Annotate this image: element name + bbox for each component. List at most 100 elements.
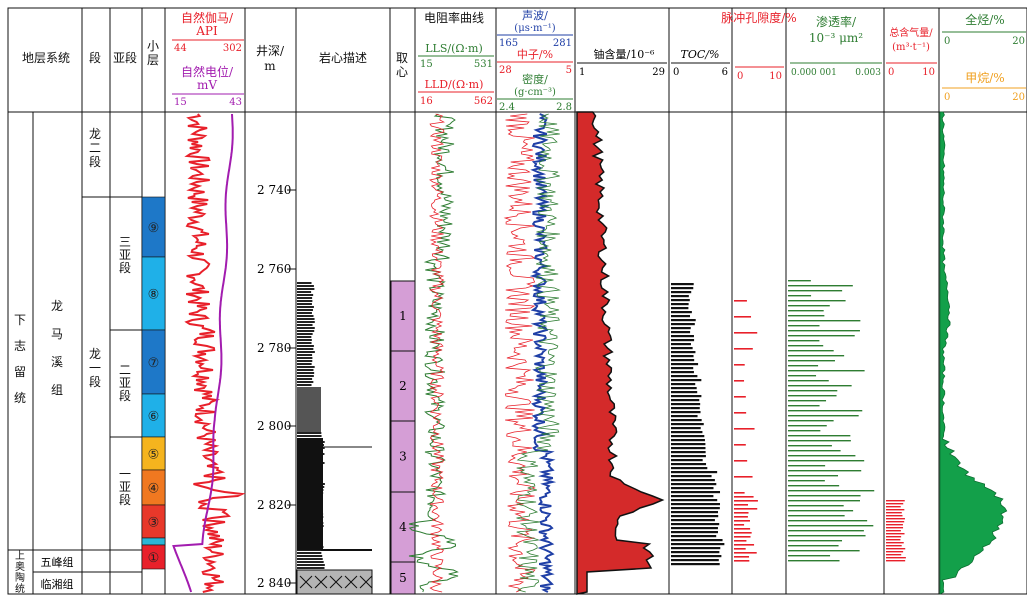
toc-bar [671, 311, 692, 314]
header-xiaoceng-char: 小 [147, 39, 159, 53]
permeability-bar [788, 545, 839, 547]
toc-bar [671, 303, 689, 306]
gas-max: 10 [922, 67, 935, 78]
permeability-bar [788, 385, 852, 387]
toc-bar [671, 459, 703, 462]
gr-sp-track [172, 113, 246, 593]
porosity-bar [734, 556, 750, 558]
lithology-bar [297, 567, 325, 569]
toc-bar [671, 359, 695, 362]
ya3-char: 亚 [119, 248, 131, 262]
core-interval [390, 420, 416, 493]
core-description-track [296, 282, 373, 595]
permeability-bar [788, 410, 863, 412]
limestone-pattern [344, 575, 358, 589]
header-toc: TOC/% [681, 48, 720, 61]
toc-bar [671, 507, 720, 510]
toc-bar [671, 451, 706, 454]
perm-max: 0.003 [855, 68, 881, 78]
black-shale-block [297, 438, 323, 550]
total-hc-fill [939, 111, 1008, 595]
gas-bar [886, 536, 902, 538]
toc-bar [671, 475, 712, 478]
toc-bar [671, 439, 705, 442]
permeability-bar [788, 375, 817, 377]
header-coring: 取心 [396, 51, 408, 79]
lls-max: 531 [474, 59, 493, 70]
toc-bar [671, 379, 702, 382]
depth-tick-label: 2 800 [257, 419, 291, 433]
system-char: 统 [14, 391, 26, 405]
toc-bar [671, 427, 701, 430]
porosity-bar [734, 428, 755, 430]
porosity-bar [734, 380, 745, 382]
cnl-label: 中子/% [517, 48, 553, 61]
duan-long2-char: 段 [89, 154, 101, 169]
toc-bar [671, 495, 714, 498]
gr-max: 302 [223, 43, 242, 54]
permeability-bar [788, 345, 824, 347]
toc-bar [671, 375, 698, 378]
depth-tick-label: 2 820 [257, 498, 291, 512]
toc-bar [671, 535, 717, 538]
header-coring-char: 取 [396, 51, 408, 65]
permeability-bar [788, 280, 811, 282]
toc-bar [671, 531, 718, 534]
gas-bar [886, 554, 902, 556]
den-curve [516, 113, 561, 593]
den-min: 2.4 [499, 102, 515, 113]
lld-curve [428, 113, 445, 593]
toc-bar [671, 523, 720, 526]
duan-long2-char: 龙 [89, 127, 101, 141]
sublayer-column: ⑨ ⑧ ⑦ ⑥ ⑤ ④ ③ ① [141, 196, 166, 570]
sublayer-label: ⑤ [148, 448, 160, 463]
header-depth: 井深/ [256, 44, 285, 58]
depth-tick-label: 2 780 [257, 341, 291, 355]
limestone-pattern [329, 575, 343, 589]
lithology-bar [297, 306, 314, 308]
porosity-bar [734, 460, 748, 462]
gas-bar [886, 542, 904, 544]
header-permeability: 渗透率/ [816, 14, 857, 29]
sublayer-label: ⑧ [148, 288, 160, 303]
ac-unit: (μs·m⁻¹) [514, 23, 555, 34]
toc-bar [671, 299, 690, 302]
toc-bar [671, 547, 721, 550]
column-dividers [32, 8, 940, 594]
header-coring-char: 心 [396, 65, 408, 79]
toc-bar [671, 483, 717, 486]
permeability-bar [788, 310, 824, 312]
permeability-bar [788, 515, 845, 517]
lithology-bar [297, 366, 315, 368]
gr-label: 自然伽马/ [181, 10, 234, 25]
diagram-frame [7, 7, 1027, 595]
permeability-bar [788, 430, 821, 432]
permeability-bar [788, 470, 862, 472]
lithology-bar [297, 378, 313, 380]
header-pulse-porosity-text: 脉冲孔隙度/% [721, 10, 796, 25]
toc-bar [671, 463, 707, 466]
toc-bar [671, 431, 703, 434]
ya3-char: 三 [119, 235, 131, 249]
permeability-bar [788, 510, 854, 512]
sublayer-block [141, 544, 166, 570]
toc-bar [671, 323, 695, 326]
toc-min: 0 [673, 67, 679, 78]
ac-label: 声波/ [522, 8, 548, 22]
gas-content-track [886, 500, 906, 562]
toc-bar [671, 543, 725, 546]
porosity-bar [734, 364, 745, 366]
ch4-min: 0 [944, 92, 950, 103]
toc-bar [671, 519, 715, 522]
toc-bar [671, 315, 691, 318]
gr-curve [184, 113, 246, 593]
porosity-bar [734, 536, 751, 538]
toc-bar [671, 471, 718, 474]
lls-min: 15 [420, 59, 433, 70]
wufeng-label: 五峰组 [41, 555, 74, 569]
porosity-bar [734, 332, 758, 334]
permeability-bar [788, 540, 843, 542]
sublayer-label: ① [148, 551, 160, 566]
permeability-bar [788, 340, 820, 342]
